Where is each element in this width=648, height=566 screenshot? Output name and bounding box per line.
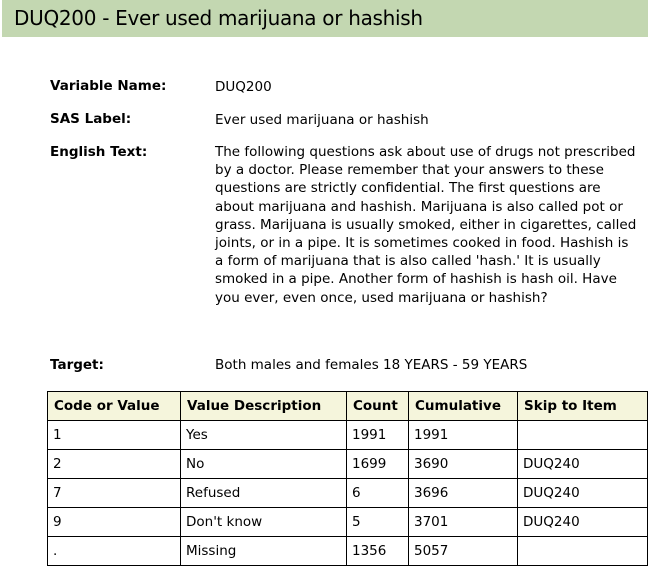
cell-code: 9: [47, 507, 181, 537]
cell-skip: [517, 536, 648, 566]
cell-skip: DUQ240: [517, 478, 648, 508]
table-row: 7 Refused 6 3696 DUQ240: [47, 478, 648, 508]
header-cumulative: Cumulative: [408, 391, 518, 421]
sas-label-label: SAS Label:: [50, 111, 132, 127]
cell-count: 1699: [346, 449, 409, 479]
cell-count: 1991: [346, 420, 409, 450]
cell-cumulative: 3696: [408, 478, 518, 508]
table-row: 1 Yes 1991 1991: [47, 420, 648, 450]
codebook-table: Code or Value Value Description Count Cu…: [47, 391, 648, 566]
cell-code: 2: [47, 449, 181, 479]
english-text-value: The following questions ask about use of…: [215, 144, 637, 306]
cell-code: 7: [47, 478, 181, 508]
header-count: Count: [346, 391, 409, 421]
page-title: DUQ200 - Ever used marijuana or hashish: [14, 6, 423, 30]
cell-description: Yes: [180, 420, 347, 450]
cell-count: 5: [346, 507, 409, 537]
variable-name-label: Variable Name:: [50, 78, 167, 94]
table-row: . Missing 1356 5057: [47, 536, 648, 566]
cell-skip: DUQ240: [517, 507, 648, 537]
cell-description: Don't know: [180, 507, 347, 537]
header-description: Value Description: [180, 391, 347, 421]
cell-skip: DUQ240: [517, 449, 648, 479]
cell-description: No: [180, 449, 347, 479]
cell-description: Missing: [180, 536, 347, 566]
cell-cumulative: 1991: [408, 420, 518, 450]
english-text-label: English Text:: [50, 144, 148, 160]
table-row: 2 No 1699 3690 DUQ240: [47, 449, 648, 479]
cell-code: 1: [47, 420, 181, 450]
cell-count: 1356: [346, 536, 409, 566]
target-value: Both males and females 18 YEARS - 59 YEA…: [215, 357, 528, 373]
target-label: Target:: [50, 357, 104, 373]
cell-count: 6: [346, 478, 409, 508]
cell-cumulative: 3690: [408, 449, 518, 479]
sas-label-value: Ever used marijuana or hashish: [215, 112, 429, 128]
cell-code: .: [47, 536, 181, 566]
table-row: 9 Don't know 5 3701 DUQ240: [47, 507, 648, 537]
table-header-row: Code or Value Value Description Count Cu…: [47, 391, 648, 421]
cell-cumulative: 5057: [408, 536, 518, 566]
page-header: DUQ200 - Ever used marijuana or hashish: [2, 0, 648, 37]
cell-description: Refused: [180, 478, 347, 508]
header-code: Code or Value: [47, 391, 181, 421]
cell-skip: [517, 420, 648, 450]
header-skip: Skip to Item: [517, 391, 648, 421]
variable-name-value: DUQ200: [215, 79, 272, 95]
cell-cumulative: 3701: [408, 507, 518, 537]
